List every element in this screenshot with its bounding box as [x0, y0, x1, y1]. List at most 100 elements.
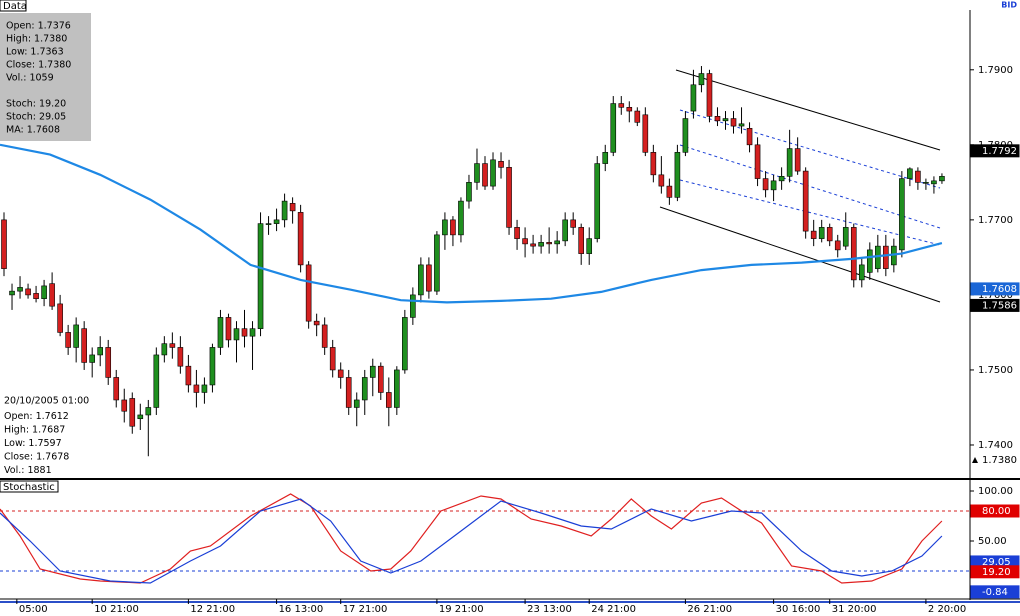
candle-body — [145, 407, 152, 416]
candle-body — [578, 227, 584, 254]
y-tick-label: 50.00 — [978, 536, 1007, 547]
candle-body — [642, 114, 649, 153]
candle-body — [586, 238, 593, 254]
candle-body — [682, 118, 689, 153]
data-line: MA: 1.7608 — [6, 125, 60, 136]
data-window-box — [0, 13, 91, 141]
price-marker-label: -0.84 — [982, 587, 1008, 598]
candle-body — [474, 163, 480, 183]
crosshair-line: High: 1.7687 — [4, 425, 65, 436]
price-marker-label: 80.00 — [982, 506, 1011, 517]
price-marker-label: 1.7380 — [982, 455, 1017, 466]
candle-body — [714, 116, 721, 122]
candle-body — [73, 324, 79, 348]
candle-body — [81, 328, 87, 363]
candle-body — [915, 170, 921, 183]
x-tick-label: 10 21:00 — [94, 604, 139, 615]
x-tick-label: 05:00 — [19, 604, 48, 615]
candle-body — [626, 107, 633, 112]
candle-body — [762, 178, 769, 191]
candle-body — [89, 354, 95, 363]
time-strip — [0, 601, 1020, 603]
candle-body — [650, 152, 657, 176]
candle-body — [217, 317, 224, 348]
candle-body — [9, 290, 15, 296]
candle-body — [402, 317, 408, 371]
candle-body — [666, 185, 673, 198]
x-tick-label: 19 21:00 — [439, 604, 484, 615]
data-line: Stoch: 19.20 — [6, 99, 66, 110]
data-window-title: Data — [3, 1, 27, 12]
candle-body — [826, 227, 833, 242]
price-marker — [970, 565, 1020, 579]
candle-body — [786, 148, 793, 177]
candle-body — [193, 384, 200, 393]
candle-body — [522, 238, 528, 245]
candle-body — [674, 152, 681, 198]
candle-body — [113, 377, 120, 401]
candle-body — [594, 163, 601, 239]
candle-body — [907, 168, 913, 179]
candle-body — [410, 294, 416, 318]
candle-body — [345, 377, 352, 408]
candle-body — [450, 219, 456, 236]
crosshair-line: Vol.: 1881 — [4, 465, 52, 476]
candle-body — [361, 377, 368, 401]
price-marker — [970, 282, 1020, 296]
candle-body — [233, 328, 240, 341]
candle-body — [177, 347, 184, 367]
candle-body — [634, 110, 641, 123]
candle-body — [618, 103, 625, 108]
data-line: Close: 1.7380 — [6, 60, 71, 71]
data-window: Data — [0, 0, 91, 141]
candle-body — [297, 212, 304, 266]
candle-body — [538, 242, 544, 247]
candle-body — [353, 399, 360, 408]
price-marker-label: 29.05 — [982, 557, 1011, 568]
data-window-tab — [0, 0, 27, 12]
candle-body — [562, 219, 568, 242]
y-tick-label: 1.7500 — [978, 365, 1013, 376]
candle-body — [602, 152, 609, 164]
candle-body — [466, 182, 472, 202]
candle-body — [866, 249, 873, 273]
candle-body — [834, 240, 841, 251]
candle-body — [305, 264, 312, 322]
candle-body — [899, 178, 905, 251]
y-tick-label: 100.00 — [978, 486, 1013, 497]
candle-body — [418, 264, 424, 296]
candle-body — [1, 219, 7, 269]
candle-body — [850, 227, 857, 281]
x-tick-label: 26 21:00 — [687, 604, 732, 615]
candle-body — [33, 293, 39, 299]
candle-body — [746, 128, 753, 146]
price-marker-label: 1.7586 — [982, 300, 1017, 311]
indicator-tab — [0, 480, 59, 493]
data-line: Open: 1.7376 — [6, 21, 71, 32]
candle-body — [931, 180, 937, 185]
y-tick-label: 1.7700 — [978, 215, 1013, 226]
data-line: High: 1.7380 — [6, 34, 67, 45]
candle-body — [658, 174, 665, 187]
candle-body — [337, 369, 344, 378]
crosshair-line: Low: 1.7597 — [4, 438, 62, 449]
crosshair-line: Open: 1.7612 — [4, 411, 69, 422]
price-marker — [970, 504, 1020, 518]
y-tick-label: 1.7900 — [978, 65, 1013, 76]
candle-body — [321, 324, 328, 348]
moving-average — [0, 143, 943, 304]
candle-body — [858, 264, 865, 281]
candle-body — [546, 242, 552, 245]
candle-body — [17, 287, 23, 292]
indicator-title: Stochastic — [3, 482, 55, 493]
candle-body — [241, 328, 248, 337]
price-marker — [970, 144, 1020, 158]
candle-body — [281, 200, 288, 221]
data-line: Low: 1.7363 — [6, 47, 64, 58]
candle-body — [738, 123, 745, 127]
candle-body — [225, 317, 232, 341]
candle-body — [818, 227, 825, 239]
bid-bg — [963, 0, 1020, 10]
candle-body — [121, 399, 128, 412]
candle-body — [458, 200, 464, 236]
